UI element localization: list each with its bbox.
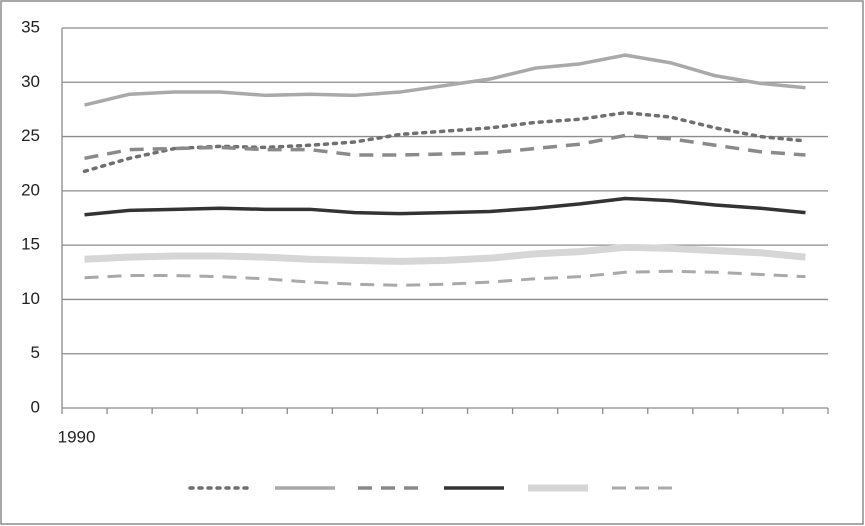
y-tick-label: 20: [21, 180, 40, 199]
series-line: [84, 243, 806, 265]
x-tick-label: 1990: [58, 427, 96, 446]
y-tick-label: 5: [31, 343, 40, 362]
y-tick-label: 15: [21, 235, 40, 254]
y-tick-label: 0: [31, 397, 40, 416]
series-line: [84, 53, 806, 107]
y-tick-label: 25: [21, 126, 40, 145]
series-line: [84, 196, 806, 217]
y-tick-label: 10: [21, 289, 40, 308]
series-line: [84, 269, 806, 287]
y-tick-label: 35: [21, 17, 40, 36]
series-line: [82, 110, 808, 174]
y-tick-label: 30: [21, 72, 40, 91]
series-line: [84, 133, 806, 161]
